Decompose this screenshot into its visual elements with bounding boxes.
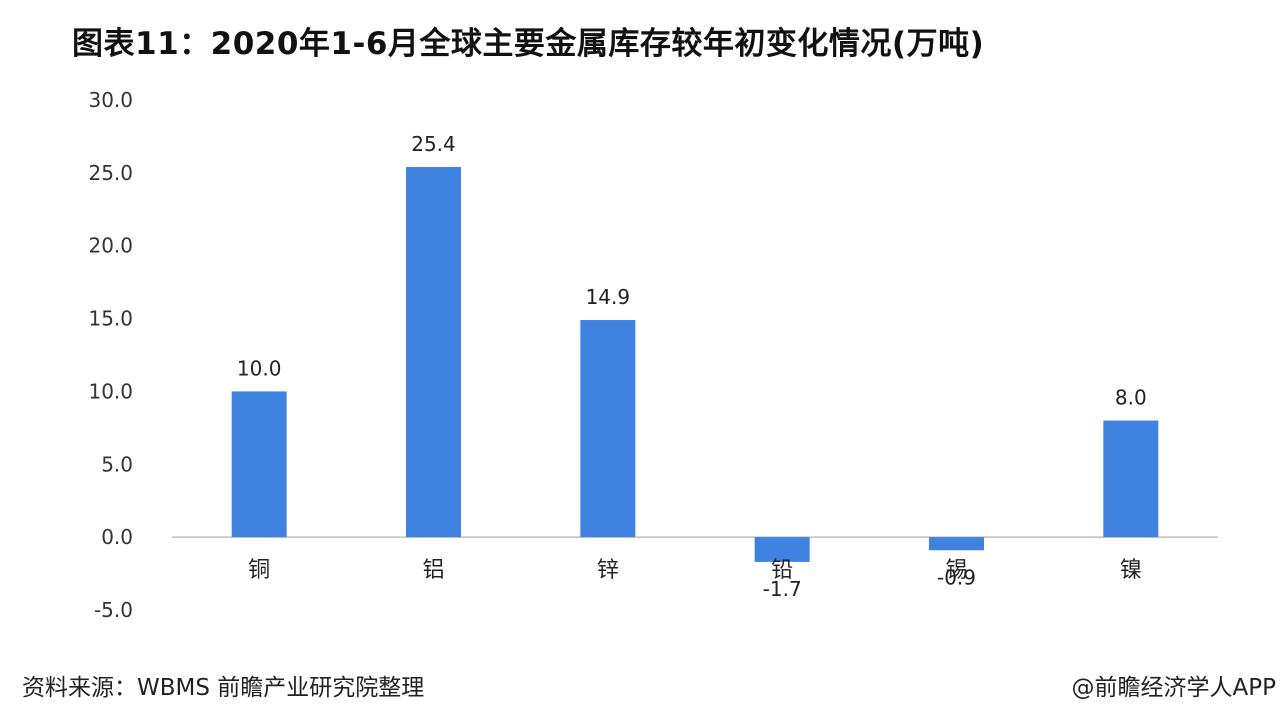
x-tick-label: 锡 xyxy=(945,558,967,583)
y-tick-label: 30.0 xyxy=(88,88,133,112)
y-tick-label: -5.0 xyxy=(94,598,133,622)
source-note: 资料来源：WBMS 前瞻产业研究院整理 xyxy=(22,675,425,701)
bars xyxy=(231,167,1159,562)
x-tick-label: 铅 xyxy=(771,558,793,583)
data-label: 8.0 xyxy=(1115,386,1147,410)
y-axis-ticks: 30.0 25.0 20.0 15.0 10.0 5.0 0.0 -5.0 xyxy=(88,88,133,622)
y-tick-label: 15.0 xyxy=(88,307,133,331)
y-tick-label: 5.0 xyxy=(101,452,133,476)
bar xyxy=(580,320,636,538)
y-tick-label: 25.0 xyxy=(88,161,133,185)
data-label: -0.9 xyxy=(937,565,976,589)
credit-note: @前瞻经济学人APP xyxy=(1071,675,1276,701)
data-labels: 10.0 25.4 14.9 -1.7 -0.9 8.0 xyxy=(237,132,1147,601)
bar xyxy=(406,167,461,538)
bar xyxy=(1103,420,1159,538)
chart-title: 图表11：2020年1-6月全球主要金属库存较年初变化情况(万吨) xyxy=(72,26,985,62)
y-tick-label: 10.0 xyxy=(88,379,133,403)
x-axis-ticks: 铜铝锌铅锡镍 xyxy=(248,558,1142,583)
bar xyxy=(231,391,287,538)
y-tick-label: 20.0 xyxy=(88,234,133,258)
y-tick-label: 0.0 xyxy=(101,525,133,549)
bar xyxy=(929,537,984,551)
x-tick-label: 镍 xyxy=(1120,558,1142,583)
data-label: 25.4 xyxy=(411,132,456,156)
x-tick-label: 铜 xyxy=(248,558,270,583)
data-label: -1.7 xyxy=(763,577,802,601)
x-tick-label: 锌 xyxy=(597,558,619,583)
x-tick-label: 铝 xyxy=(422,558,444,583)
data-label: 14.9 xyxy=(586,285,631,309)
bar xyxy=(754,537,810,562)
data-label: 10.0 xyxy=(237,356,282,380)
